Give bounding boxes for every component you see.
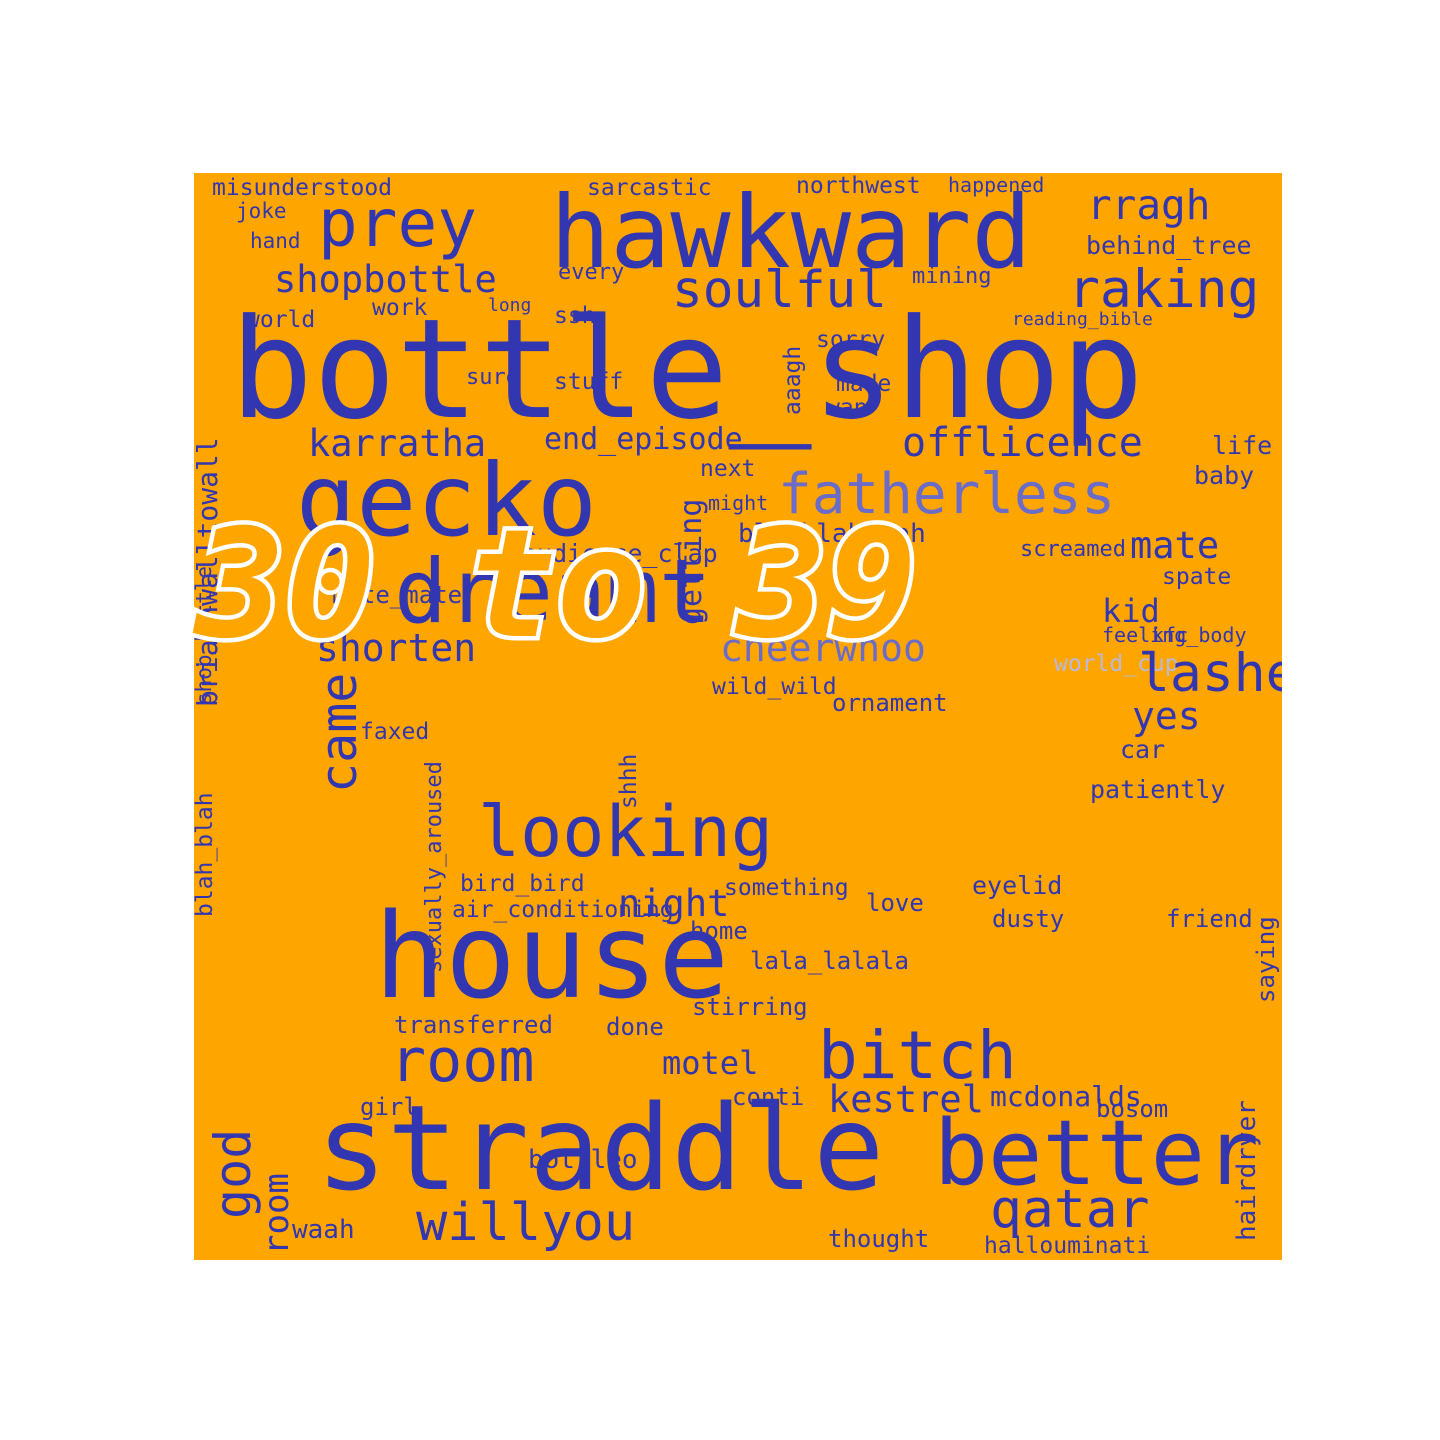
word: bottle_shop bbox=[230, 289, 1144, 450]
word: bosom bbox=[1096, 1095, 1169, 1123]
word: hairdryer bbox=[1232, 1100, 1262, 1241]
word: room bbox=[257, 1173, 297, 1255]
word: waah bbox=[292, 1215, 355, 1245]
word: car bbox=[1120, 735, 1166, 764]
word: yes bbox=[1132, 694, 1201, 738]
word: eyelid bbox=[972, 871, 1063, 900]
word: hawkward bbox=[550, 174, 1032, 291]
word: behind_tree bbox=[1086, 231, 1252, 260]
word: looking bbox=[478, 791, 774, 873]
word: screamed bbox=[1020, 537, 1126, 562]
word: bird_bird bbox=[460, 871, 585, 897]
word: room bbox=[390, 1026, 535, 1096]
word: bottleo bbox=[528, 1145, 638, 1175]
word: kestrel bbox=[828, 1078, 984, 1121]
word: soulful bbox=[672, 261, 887, 320]
word: lashed bbox=[1138, 643, 1282, 704]
word: home bbox=[690, 917, 748, 945]
word: end_episode bbox=[544, 422, 743, 457]
word: hand bbox=[250, 229, 301, 253]
word: stirring bbox=[692, 993, 808, 1021]
word: willyou bbox=[416, 1193, 636, 1253]
word-cloud: misunderstood sarcastic northwest happen… bbox=[194, 173, 1282, 1260]
word: done bbox=[606, 1013, 664, 1041]
word: came bbox=[310, 672, 368, 793]
word: air_conditioning bbox=[452, 897, 674, 923]
word: rragh bbox=[1087, 181, 1211, 229]
word: sarcastic bbox=[587, 175, 712, 201]
word: lala_lalala bbox=[750, 947, 909, 975]
word: thought bbox=[828, 1225, 930, 1253]
word: kid bbox=[1102, 592, 1160, 630]
word: friend bbox=[1166, 905, 1253, 933]
word: wan bbox=[826, 395, 868, 421]
word: aaagh bbox=[780, 345, 806, 415]
word: transferred bbox=[394, 1011, 553, 1039]
word: sexually_aroused bbox=[422, 761, 447, 973]
word: mcdonalds bbox=[990, 1080, 1142, 1113]
word: night bbox=[618, 882, 730, 925]
word: world bbox=[246, 307, 316, 333]
age-group-title: 30 to 39 bbox=[190, 498, 921, 672]
word: god bbox=[204, 1128, 262, 1219]
word: joke bbox=[236, 199, 287, 223]
word: next bbox=[700, 456, 756, 482]
word: wild_wild bbox=[712, 674, 837, 700]
word: mining bbox=[912, 264, 992, 289]
word: audience_clap bbox=[522, 539, 718, 568]
word: shorten bbox=[316, 626, 477, 670]
word: girl bbox=[360, 1093, 418, 1121]
word: happened bbox=[948, 173, 1045, 197]
word: every bbox=[558, 260, 625, 285]
word: shopbottle bbox=[274, 258, 497, 301]
word: sorry bbox=[816, 327, 886, 353]
word: fatherless bbox=[778, 462, 1116, 527]
word: something bbox=[724, 875, 849, 901]
word: mate bbox=[1130, 524, 1220, 567]
word: might bbox=[708, 491, 769, 515]
word: karratha bbox=[308, 422, 487, 465]
word: world_cup bbox=[1054, 651, 1179, 677]
word: qatar bbox=[990, 1179, 1150, 1240]
word: mate_mate bbox=[332, 581, 463, 609]
word: blahblahblah bbox=[738, 519, 926, 549]
word: feeling_body bbox=[1102, 623, 1247, 647]
word: raking bbox=[1068, 259, 1260, 320]
word: conti bbox=[732, 1083, 805, 1111]
word: bitch bbox=[818, 1017, 1017, 1094]
word: faxed bbox=[360, 719, 430, 745]
word: dreamt bbox=[394, 540, 712, 643]
word: love bbox=[866, 889, 924, 917]
word: prey bbox=[318, 185, 477, 262]
word: sure bbox=[466, 365, 519, 390]
word: shhh bbox=[616, 753, 642, 809]
word: stuff bbox=[554, 369, 624, 395]
word: offlicence bbox=[902, 420, 1143, 466]
word: baby bbox=[1194, 461, 1255, 490]
word: work bbox=[372, 295, 428, 321]
word: spate bbox=[1162, 564, 1232, 590]
word: dusty bbox=[992, 905, 1065, 933]
word: gecko bbox=[296, 442, 598, 559]
word: motel bbox=[662, 1044, 759, 1082]
word: hallouminati bbox=[984, 1233, 1151, 1259]
word: long bbox=[488, 295, 532, 316]
word: ssh bbox=[554, 303, 596, 329]
word: ornament bbox=[832, 689, 948, 717]
word: made bbox=[836, 371, 892, 397]
word: blah_blah bbox=[194, 792, 218, 917]
word: northwest bbox=[796, 173, 921, 199]
word: cheerwhoo bbox=[720, 626, 926, 670]
word: misunderstood bbox=[212, 175, 393, 201]
word: straddle bbox=[316, 1079, 885, 1217]
word: saying bbox=[1252, 916, 1280, 1003]
word: kfc bbox=[1152, 623, 1189, 647]
word: better bbox=[934, 1101, 1260, 1206]
word: life bbox=[1212, 431, 1273, 460]
word: reading_bible bbox=[1012, 309, 1153, 330]
word: patiently bbox=[1090, 775, 1226, 804]
word: house bbox=[374, 887, 730, 1025]
